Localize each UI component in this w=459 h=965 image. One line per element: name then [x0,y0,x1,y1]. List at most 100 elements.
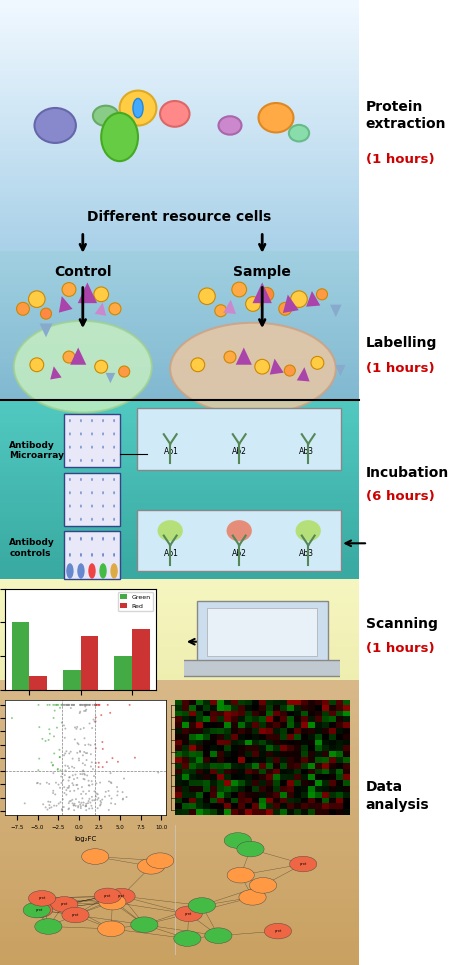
Text: (1 hours): (1 hours) [365,152,433,166]
Point [90,712,97,728]
Text: Incubation: Incubation [365,466,448,480]
Circle shape [91,517,93,521]
Point [88,773,95,788]
Point [94,792,101,808]
Point [49,786,56,801]
Ellipse shape [95,360,107,373]
Point [92,788,99,804]
Point [50,697,57,712]
Point [34,762,42,778]
Point [80,744,88,759]
Point [101,789,108,805]
Bar [0,602,358,606]
Point [51,703,58,718]
Point [82,798,90,813]
Bar [0,436,358,441]
Point [62,746,69,761]
Bar [0,521,358,525]
Point [75,753,83,768]
Bar [0,680,358,685]
Bar [0,770,358,775]
Bar [0,747,358,752]
Bar [0,593,358,595]
Text: Control: Control [54,265,112,279]
Polygon shape [252,283,271,303]
Point [79,763,86,779]
Bar [0,856,358,861]
Bar [0,341,358,345]
Bar [0,63,358,67]
Point [79,748,86,763]
Bar [0,516,358,521]
Point [95,697,102,712]
Ellipse shape [17,302,29,316]
Point [59,772,67,787]
Point [88,720,95,735]
Ellipse shape [93,106,118,125]
Ellipse shape [288,124,308,142]
Bar [0,728,358,732]
Point [51,786,59,802]
Point [68,697,75,712]
Text: prot: prot [61,902,68,906]
Bar [0,481,358,485]
Bar [0,172,358,176]
Point [55,777,62,792]
Point [62,721,69,736]
Point [82,697,89,712]
Point [70,798,77,813]
Bar [0,485,358,489]
Point [77,786,84,802]
Point [83,697,90,712]
Bar [0,525,358,530]
Ellipse shape [160,101,189,126]
Point [105,774,112,789]
Ellipse shape [137,859,164,874]
Circle shape [66,564,73,579]
Point [81,772,88,787]
Point [42,800,49,815]
Point [65,697,72,712]
Bar [0,647,358,650]
Bar [0,226,358,230]
Point [120,771,128,786]
Point [46,697,53,712]
Bar [0,79,358,84]
Bar [0,129,358,134]
Point [85,773,92,788]
Bar [0,303,358,307]
Text: Ab2: Ab2 [231,549,246,558]
Bar [0,586,358,589]
Point [77,697,84,712]
Bar [0,367,358,371]
Point [79,771,87,786]
Point [72,791,79,807]
Point [87,758,95,774]
Point [97,793,104,809]
Ellipse shape [118,366,129,377]
Point [82,745,90,760]
Point [84,697,92,712]
Point [61,731,68,746]
Bar [0,247,358,251]
Point [46,794,54,810]
X-axis label: log₂FC: log₂FC [74,836,96,841]
Point [83,745,90,760]
Bar [0,813,358,818]
Bar [0,29,358,34]
Point [96,775,104,790]
Point [66,769,73,785]
Bar [0,799,358,804]
Bar [0,217,358,222]
Point [69,751,76,766]
Bar [0,147,358,151]
Point [86,716,93,731]
Point [63,697,71,712]
Bar [0,41,358,46]
Point [35,751,43,766]
Ellipse shape [284,365,295,376]
Point [91,714,98,730]
Point [94,697,101,712]
Point [76,744,84,759]
Point [56,750,63,765]
